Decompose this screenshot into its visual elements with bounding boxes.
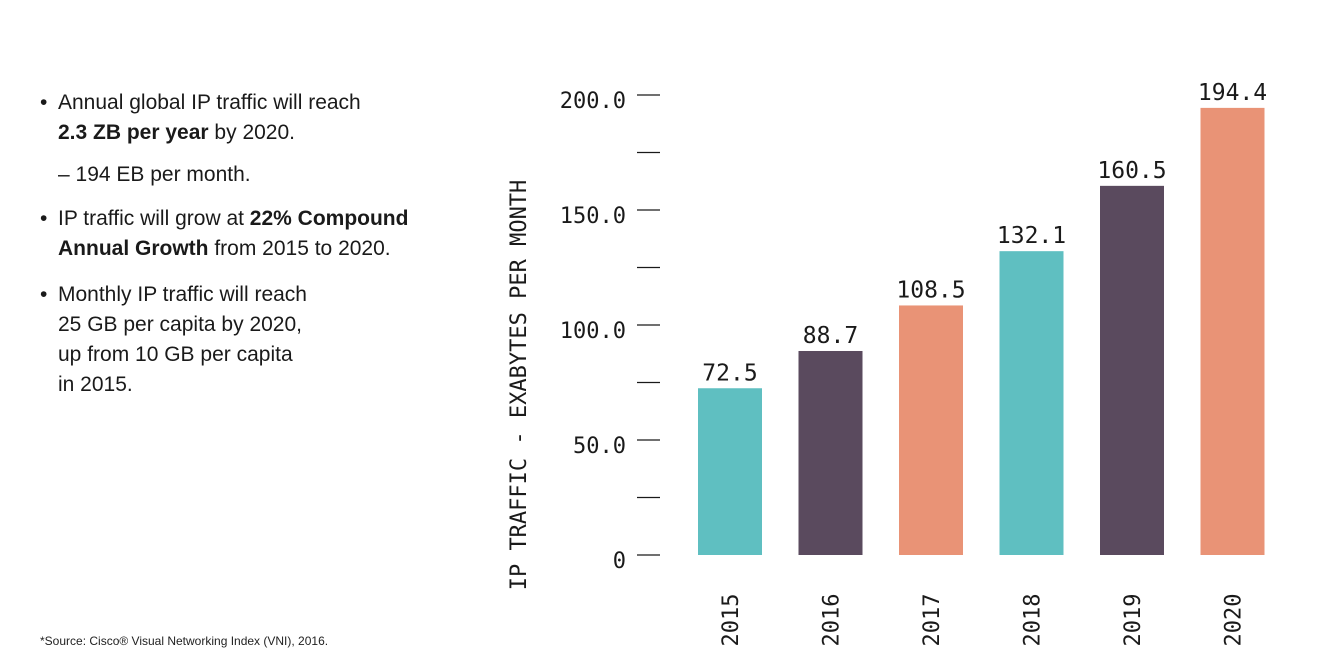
bullet-cagr: • IP traffic will grow at 22% Compound A…	[40, 204, 460, 264]
bar	[798, 350, 863, 555]
bullet-bold: 22% Compound Annual Growth	[58, 207, 409, 260]
bullet-text: from 2015 to 2020.	[208, 237, 391, 260]
bullet-line: 25 GB per capita by 2020,	[58, 313, 302, 336]
bars: 72.5 2015 88.7 2016 108.5 2017 132.1 2018 160.5 2…	[698, 80, 1267, 647]
bar-value-label: 108.5	[896, 277, 965, 303]
x-tick-label: 2017	[920, 594, 945, 647]
bullet-text: IP traffic will grow at	[58, 207, 250, 230]
bullet-line: Monthly IP traffic will reach	[58, 283, 307, 306]
bar-value-label: 160.5	[1097, 158, 1166, 184]
y-tick-label: 200.0	[560, 89, 626, 114]
bullet-bold: 2.3 ZB per year	[58, 121, 209, 144]
bar-value-label: 194.4	[1198, 80, 1267, 106]
bullet-list: • Annual global IP traffic will reach 2.…	[40, 88, 460, 416]
y-tick-label: 150.0	[560, 204, 626, 229]
y-tick-label: 50.0	[573, 434, 626, 459]
source-note: *Source: Cisco® Visual Networking Index …	[40, 634, 329, 648]
bar	[1100, 185, 1164, 555]
bar-value-label: 88.7	[803, 323, 858, 349]
y-axis: 0 50.0 100.0 150.0 200.0	[560, 89, 660, 574]
bar-chart: IP TRAFFIC - EXABYTES PER MONTH 0 50.0 100…	[507, 80, 1267, 647]
bar-value-label: 132.1	[997, 223, 1066, 249]
y-tick-label: 0	[613, 549, 626, 574]
bullet-annual-traffic: • Annual global IP traffic will reach 2.…	[40, 88, 460, 148]
bullet-text: Annual global IP traffic will reach	[58, 91, 361, 114]
bar-value-label: 72.5	[702, 360, 757, 386]
bullet-dot: •	[40, 283, 48, 306]
x-tick-label: 2018	[1021, 594, 1046, 647]
bullet-dot: •	[40, 91, 48, 114]
bar	[698, 388, 762, 555]
bar	[999, 251, 1064, 556]
bullet-per-capita: • Monthly IP traffic will reach 25 GB pe…	[40, 280, 460, 400]
bullet-dot: •	[40, 207, 48, 230]
x-tick-label: 2015	[719, 594, 744, 647]
x-tick-label: 2020	[1222, 594, 1247, 647]
bullet-line: in 2015.	[58, 373, 133, 396]
bullet-line: up from 10 GB per capita	[58, 343, 293, 366]
sub-bullet-monthly-eb: – 194 EB per month.	[58, 163, 251, 186]
bar	[899, 305, 963, 555]
x-tick-label: 2019	[1121, 594, 1146, 647]
y-axis-title: IP TRAFFIC - EXABYTES PER MONTH	[507, 180, 532, 591]
bar	[1200, 107, 1265, 555]
y-tick-label: 100.0	[560, 319, 626, 344]
x-tick-label: 2016	[820, 594, 845, 647]
bullet-text: by 2020.	[208, 121, 295, 144]
